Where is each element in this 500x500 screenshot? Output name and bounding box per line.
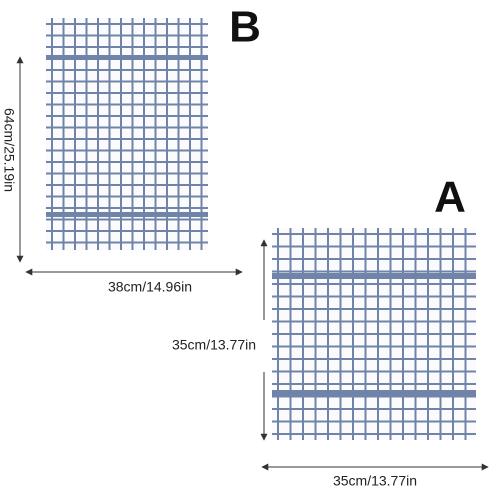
towel-a: [272, 228, 476, 440]
towel-b: [46, 18, 208, 250]
towel-label: A: [434, 173, 466, 222]
towel-label: B: [229, 3, 261, 52]
width-label: 35cm/13.77in: [333, 473, 417, 489]
width-label: 38cm/14.96in: [108, 279, 192, 295]
height-label: 64cm/25.19in: [1, 108, 17, 192]
height-label: 35cm/13.77in: [172, 337, 256, 353]
